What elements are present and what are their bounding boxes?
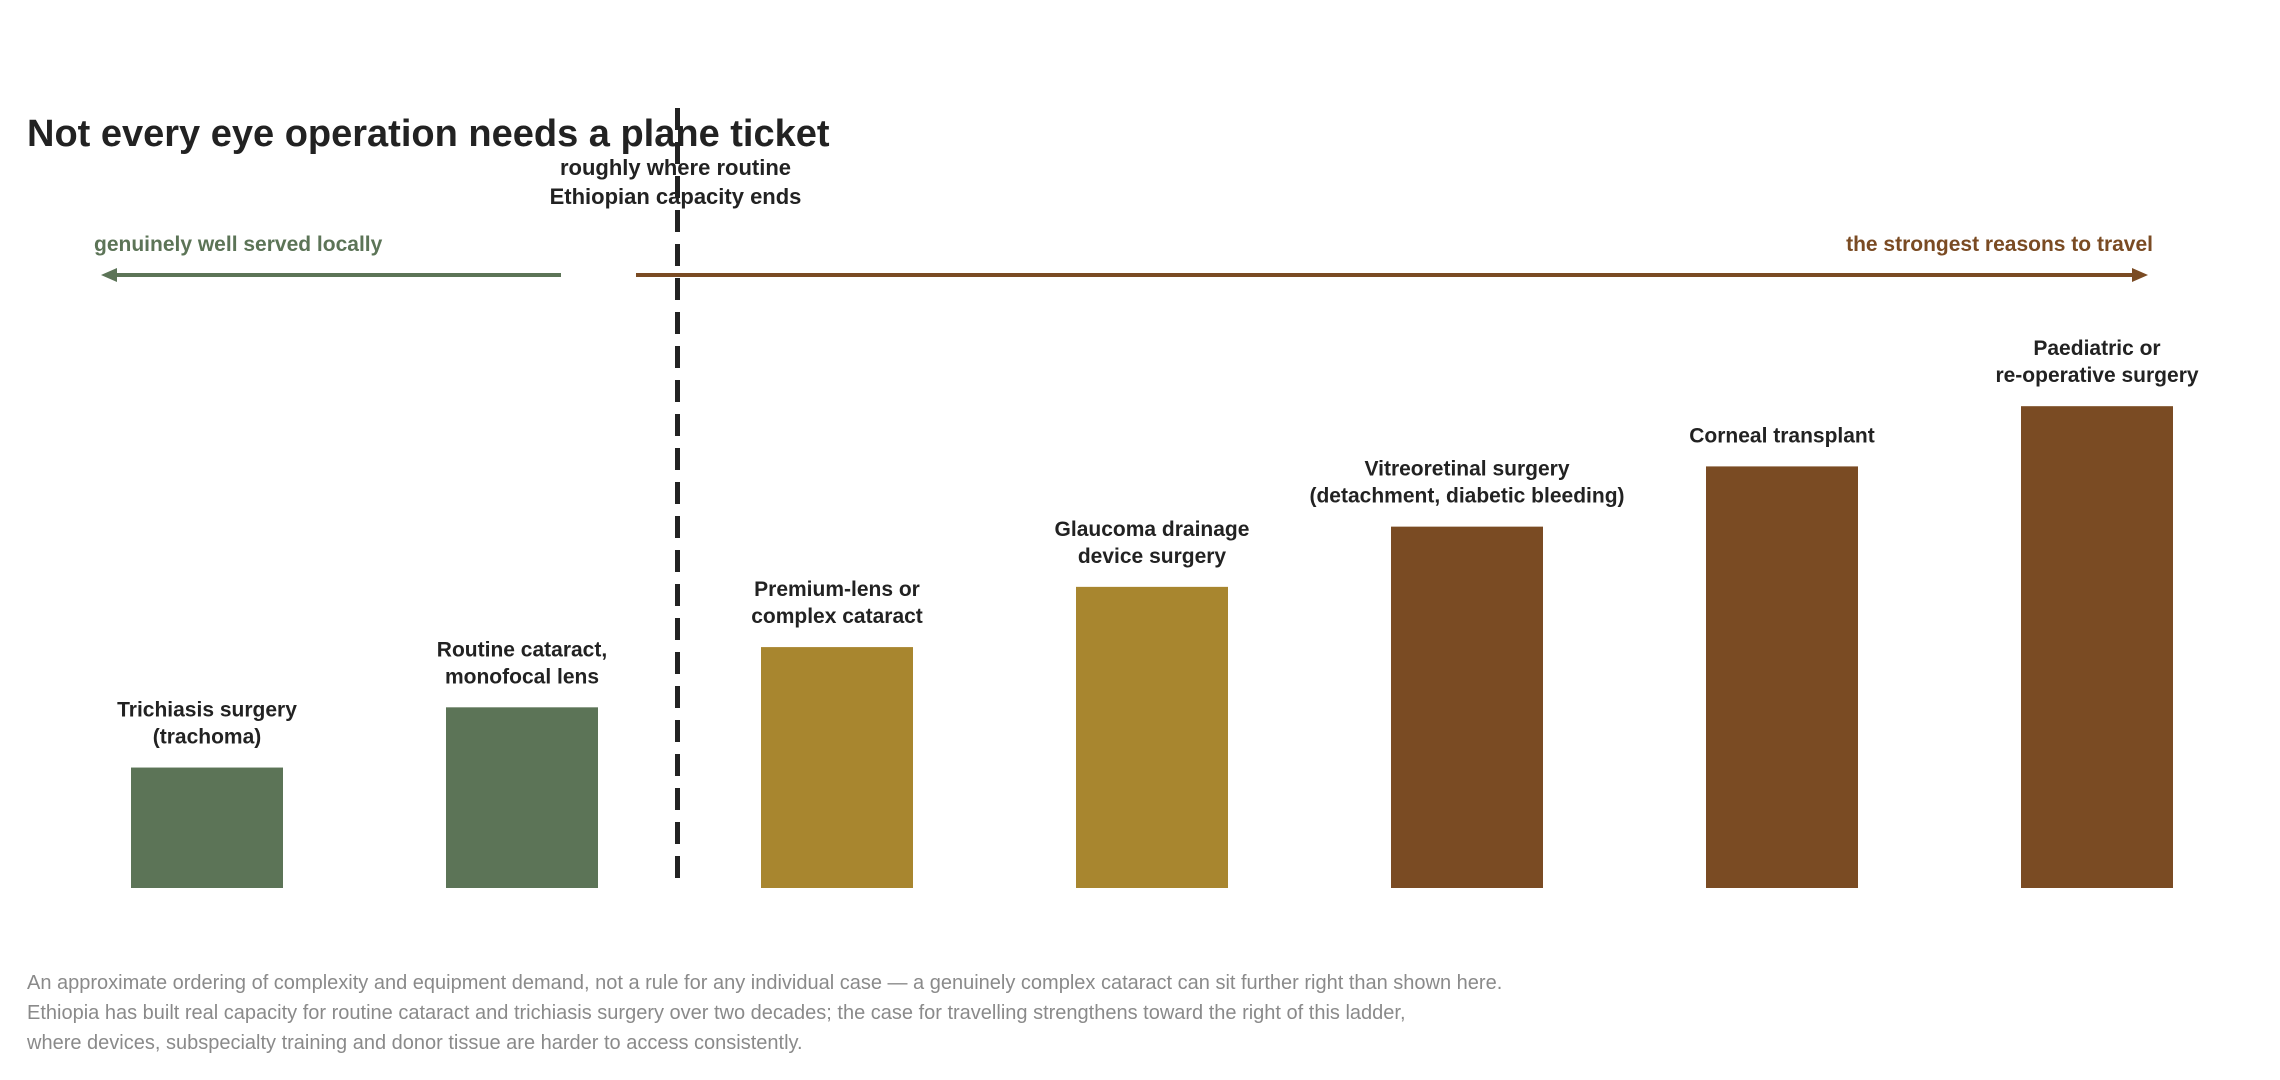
bar-label: (detachment, diabetic bleeding)	[1309, 485, 1624, 508]
left-arrow-label: genuinely well served locally	[94, 233, 383, 256]
bar	[131, 767, 283, 888]
bar	[1391, 526, 1543, 888]
bar	[2021, 406, 2173, 888]
bar-label: monofocal lens	[445, 665, 599, 688]
bar-label: (trachoma)	[153, 726, 262, 749]
bar	[1076, 586, 1228, 888]
bar-label: complex cataract	[751, 605, 923, 628]
bar-label: Corneal transplant	[1689, 424, 1875, 447]
footnotes: An approximate ordering of complexity an…	[26, 972, 1502, 1054]
footnote-line: Ethiopia has built real capacity for rou…	[27, 1002, 1406, 1024]
footnote-line: An approximate ordering of complexity an…	[27, 972, 1502, 994]
bar	[761, 647, 913, 888]
bar-label: Trichiasis surgery	[117, 699, 297, 722]
arrows-layer: genuinely well served locally the strong…	[94, 233, 2153, 282]
bar-label: Routine cataract,	[437, 638, 607, 661]
footnote-line: where devices, subspecialty training and…	[26, 1032, 803, 1054]
right-arrowhead	[2132, 268, 2148, 282]
right-arrow-label: the strongest reasons to travel	[1846, 233, 2153, 256]
bar	[446, 707, 598, 888]
bar	[1706, 466, 1858, 888]
bar-label: Glaucoma drainage	[1055, 518, 1250, 541]
chart-title: Not every eye operation needs a plane ti…	[27, 113, 830, 155]
bar-label: device surgery	[1078, 545, 1227, 568]
bar-label: re-operative surgery	[1995, 364, 2198, 387]
bar-label: Vitreoretinal surgery	[1364, 458, 1569, 481]
left-arrowhead	[101, 268, 117, 282]
bar-label: Paediatric or	[2033, 337, 2160, 360]
bar-label: Premium-lens or	[754, 578, 920, 601]
bars-layer: Trichiasis surgery (trachoma) Routine cata…	[117, 337, 2199, 888]
